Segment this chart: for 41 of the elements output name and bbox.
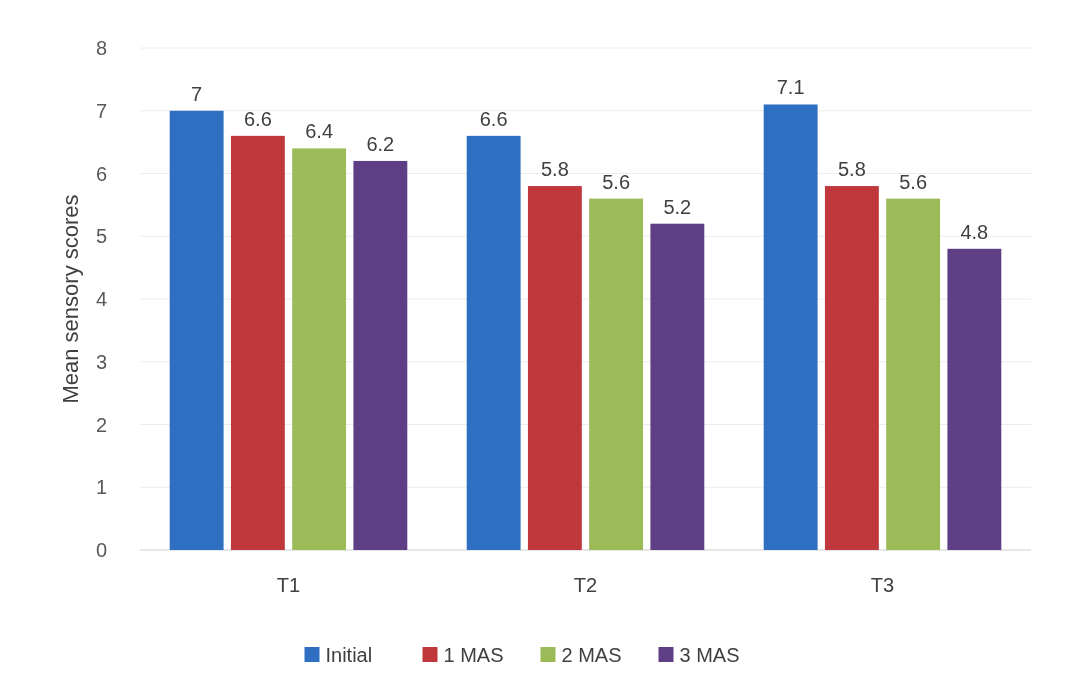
y-tick-label: 5: [95, 225, 107, 248]
data-label: 5.8: [837, 158, 866, 181]
data-label: 7: [191, 82, 203, 105]
bar: [886, 198, 941, 550]
bar: [824, 186, 879, 550]
y-tick-label: 6: [95, 162, 107, 185]
data-label: 6.6: [243, 107, 272, 130]
legend-label: Initial: [325, 644, 373, 666]
y-tick-label: 3: [95, 350, 107, 373]
bar: [169, 110, 224, 550]
data-label: 6.6: [479, 107, 508, 130]
data-label: 6.2: [366, 132, 395, 155]
bar: [589, 198, 644, 550]
x-tick-label: T1: [276, 574, 301, 596]
legend-label: 2 MAS: [561, 644, 622, 666]
bar: [527, 186, 582, 550]
legend-label: 1 MAS: [443, 644, 504, 666]
data-label: 4.8: [960, 220, 989, 243]
data-label: 5.6: [602, 170, 631, 193]
data-label: 6.4: [305, 120, 334, 143]
data-label: 5.2: [663, 195, 692, 218]
y-tick-label: 1: [95, 476, 107, 499]
x-tick-label: T2: [573, 574, 598, 596]
data-label: 5.6: [899, 170, 928, 193]
y-tick-label: 8: [95, 37, 107, 59]
y-tick-label: 2: [95, 413, 107, 436]
data-label: 7.1: [776, 76, 805, 99]
x-tick-label: T3: [870, 574, 895, 596]
bar: [466, 135, 521, 550]
bar: [353, 160, 408, 550]
bar: [947, 248, 1002, 550]
y-tick-label: 0: [95, 539, 107, 561]
bar: [230, 135, 285, 550]
y-tick-label: 7: [95, 99, 107, 122]
y-tick-label: 4: [95, 288, 107, 310]
bar: [292, 148, 347, 550]
data-label: 5.8: [540, 158, 569, 181]
bar: [763, 104, 818, 550]
y-axis-title: Mean sensory scores: [58, 194, 83, 404]
legend-label: 3 MAS: [679, 644, 740, 666]
bar: [650, 223, 705, 550]
